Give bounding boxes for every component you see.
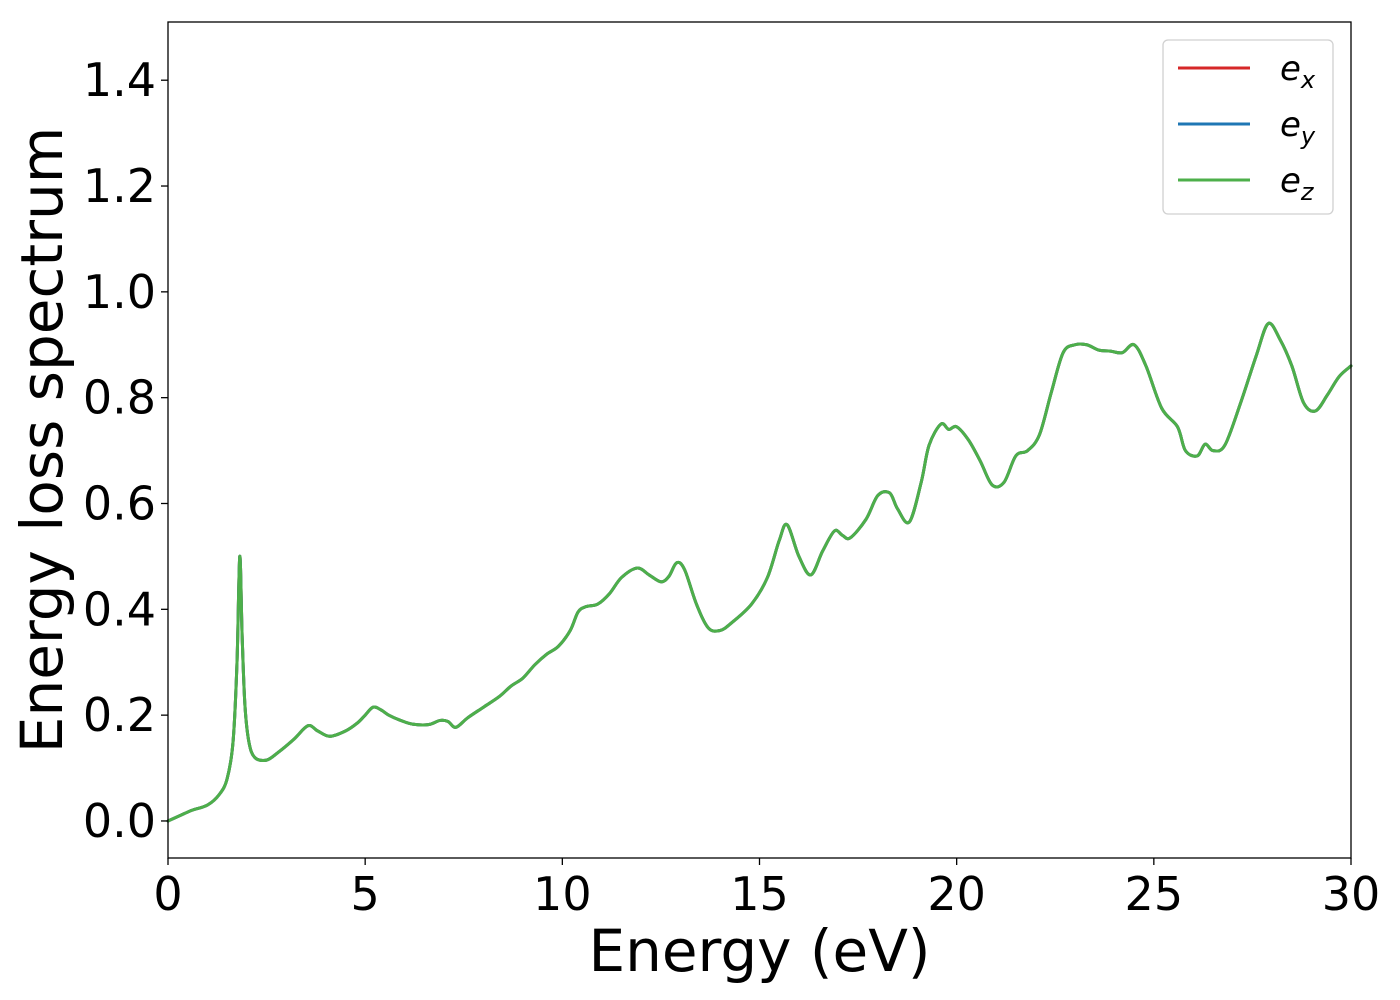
x-tick-label: 5	[351, 867, 380, 921]
y-axis-label: Energy loss spectrum	[8, 127, 76, 753]
legend-label-ey: ey	[1280, 105, 1316, 150]
y-ticks: 0.0 0.2 0.4 0.6 0.8 1.0 1.2 1.4	[83, 53, 168, 848]
x-ticks: 0 5 10 15 20 25 30	[153, 858, 1380, 921]
y-tick-label: 0.0	[83, 794, 156, 848]
x-tick-label: 0	[153, 867, 182, 921]
legend: ex ey ez	[1162, 39, 1334, 215]
y-tick-label: 1.0	[83, 265, 156, 319]
y-tick-label: 1.4	[83, 53, 156, 107]
y-tick-label: 0.8	[83, 371, 156, 425]
x-tick-label: 30	[1322, 867, 1381, 921]
x-axis-label: Energy (eV)	[588, 917, 930, 985]
x-tick-label: 15	[730, 867, 789, 921]
legend-label-ex: ex	[1280, 49, 1316, 94]
y-tick-label: 1.2	[83, 159, 156, 213]
y-tick-label: 0.2	[83, 688, 156, 742]
y-tick-label: 0.6	[83, 476, 156, 530]
legend-box	[1162, 39, 1334, 215]
series-line-ez	[166, 321, 1353, 823]
x-tick-label: 25	[1125, 867, 1184, 921]
y-tick-label: 0.4	[83, 582, 156, 636]
x-tick-label: 20	[927, 867, 986, 921]
series-layer	[166, 321, 1353, 823]
x-tick-label: 10	[533, 867, 592, 921]
legend-label-ez: ez	[1280, 161, 1315, 206]
